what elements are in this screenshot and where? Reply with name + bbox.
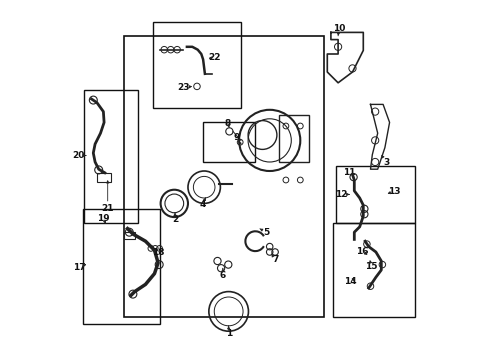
Text: 21: 21	[101, 204, 114, 212]
Text: 1: 1	[225, 328, 231, 338]
Bar	[332, 223, 415, 317]
Text: 23: 23	[177, 83, 189, 92]
Text: 9: 9	[233, 133, 239, 142]
Bar	[84, 90, 138, 223]
Text: 10: 10	[332, 24, 345, 33]
Bar	[336, 166, 415, 223]
Text: 3: 3	[383, 158, 389, 167]
Text: 18: 18	[152, 248, 164, 257]
Bar	[123, 36, 323, 317]
Text: 17: 17	[72, 263, 85, 272]
Bar	[203, 122, 255, 162]
Text: 14: 14	[343, 277, 356, 286]
Text: 8: 8	[224, 119, 230, 128]
Text: 22: 22	[208, 53, 221, 62]
Bar	[97, 173, 111, 182]
Text: 13: 13	[387, 187, 399, 196]
Text: 4: 4	[199, 200, 205, 209]
Text: 5: 5	[263, 228, 269, 237]
Text: 15: 15	[365, 262, 377, 271]
Text: 20: 20	[73, 151, 85, 160]
Bar	[278, 115, 309, 162]
Text: 6: 6	[219, 271, 225, 280]
Text: 19: 19	[97, 214, 109, 223]
Bar	[83, 209, 160, 324]
Text: 16: 16	[355, 247, 368, 256]
Text: 12: 12	[335, 190, 347, 199]
Bar	[123, 232, 134, 239]
Bar	[152, 22, 241, 108]
Text: 2: 2	[172, 215, 178, 224]
Text: 11: 11	[343, 168, 355, 177]
Text: 7: 7	[271, 256, 278, 264]
